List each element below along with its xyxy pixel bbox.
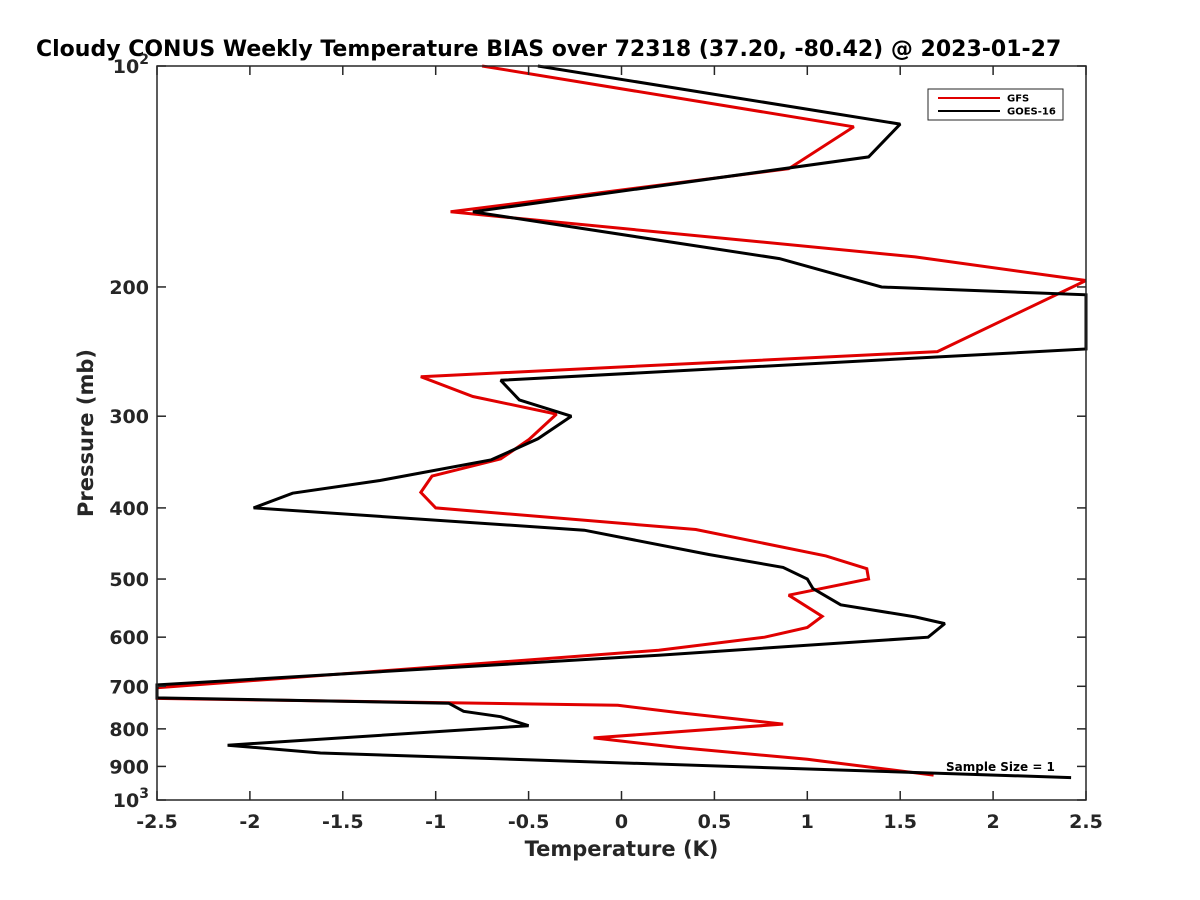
y-tick-label-200: 200: [109, 277, 149, 299]
x-tick-label-0: 0: [615, 811, 628, 833]
y-tick-label-100: 102: [113, 52, 149, 78]
y-axis: 102 200 300 400 500 600 700 800 900 103: [109, 52, 1086, 812]
x-tick-label-2-5: -2.5: [136, 811, 178, 833]
y-tick-label-1000: 103: [113, 786, 149, 812]
y-tick-label-400: 400: [109, 498, 149, 520]
x-axis: -2.5 -2 -1.5 -1 -0.5 0 0.5 1 1.5 2 2.5: [136, 66, 1103, 833]
x-tick-label-0-5: 0.5: [698, 811, 732, 833]
y-tick-label-800: 800: [109, 719, 149, 741]
series-line-goes-16: [155, 64, 1088, 780]
x-tick-label-1-5: 1.5: [883, 811, 917, 833]
x-axis-label: Temperature (K): [525, 837, 719, 861]
y-tick-label-600: 600: [109, 627, 149, 649]
x-tick-label-1: 1: [801, 811, 814, 833]
x-tick-label-0-5: -0.5: [508, 811, 550, 833]
series-layer: [155, 64, 1088, 780]
x-tick-label-2-5: 2.5: [1069, 811, 1103, 833]
legend: GFS GOES-16: [927, 88, 1064, 121]
sample-size-annotation: Sample Size = 1: [946, 760, 1055, 774]
y-tick-label-300: 300: [109, 406, 149, 428]
x-tick-label-2: -2: [239, 811, 260, 833]
x-tick-label-1: -1: [425, 811, 446, 833]
y-tick-label-500: 500: [109, 569, 149, 591]
legend-label-goes-16: GOES-16: [1007, 107, 1056, 118]
x-tick-label-1-5: -1.5: [322, 811, 364, 833]
series-line-gfs: [155, 64, 1087, 777]
legend-box: [927, 88, 1064, 121]
legend-label-gfs: GFS: [1007, 94, 1029, 105]
y-tick-label-900: 900: [109, 756, 149, 778]
y-tick-label-700: 700: [109, 676, 149, 698]
x-tick-label-2: 2: [986, 811, 999, 833]
chart-title: Cloudy CONUS Weekly Temperature BIAS ove…: [36, 37, 1061, 62]
plot-area-frame: [156, 65, 1087, 801]
y-axis-label: Pressure (mb): [74, 349, 98, 517]
